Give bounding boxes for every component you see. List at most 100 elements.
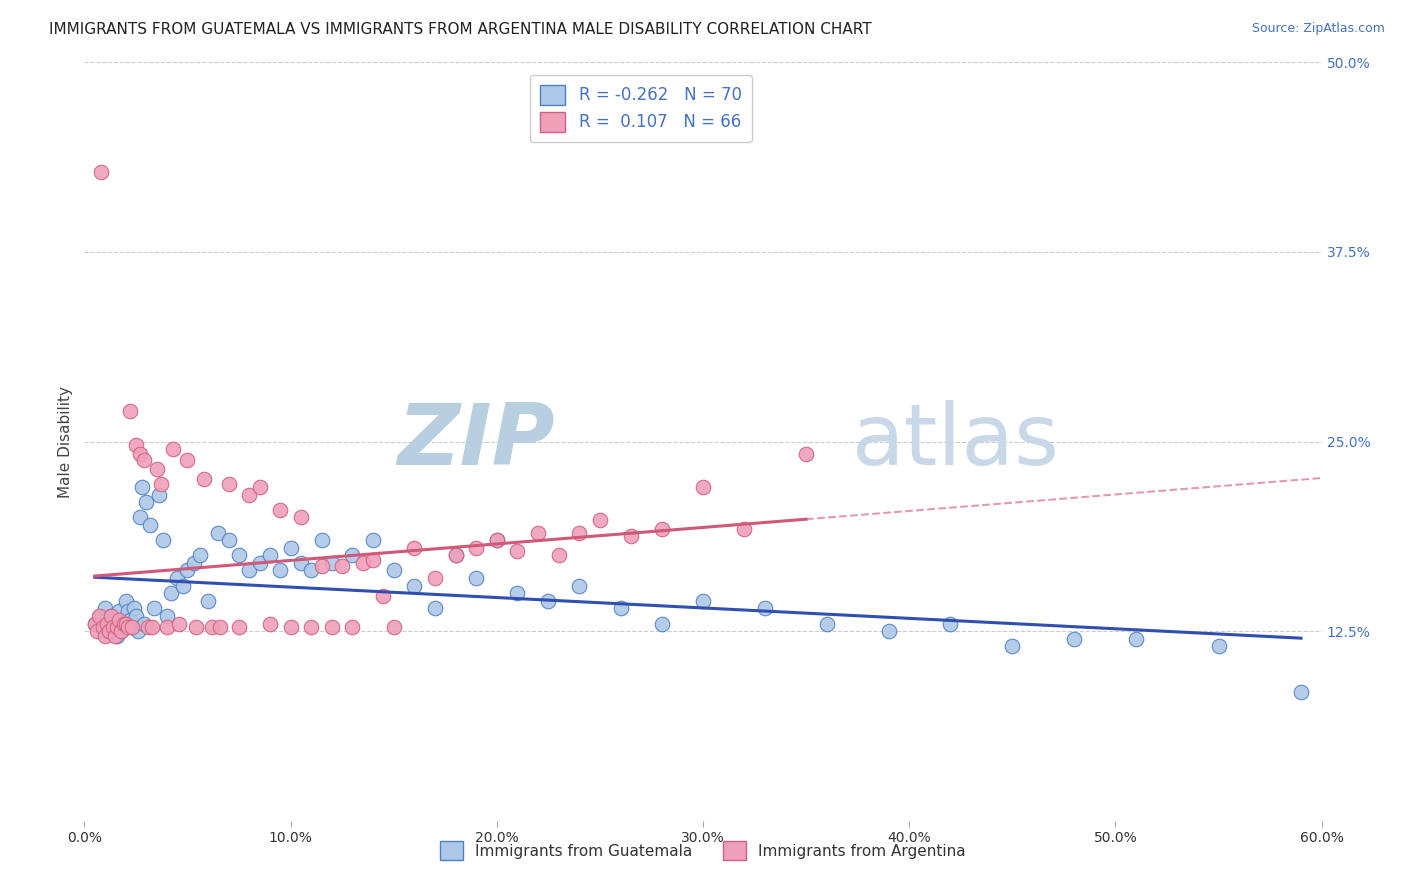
Point — [86, 624, 108, 639]
Text: IMMIGRANTS FROM GUATEMALA VS IMMIGRANTS FROM ARGENTINA MALE DISABILITY CORRELATI: IMMIGRANTS FROM GUATEMALA VS IMMIGRANTS … — [49, 22, 872, 37]
Point — [299, 619, 322, 633]
Point — [117, 619, 139, 633]
Point — [465, 541, 488, 555]
Text: Source: ZipAtlas.com: Source: ZipAtlas.com — [1251, 22, 1385, 36]
Point — [382, 564, 405, 578]
Point — [136, 619, 159, 633]
Point — [121, 619, 143, 633]
Point — [117, 604, 139, 618]
Point — [939, 616, 962, 631]
Text: ZIP: ZIP — [396, 400, 554, 483]
Y-axis label: Male Disability: Male Disability — [58, 385, 73, 498]
Point — [162, 442, 184, 457]
Point — [201, 619, 224, 633]
Point — [299, 564, 322, 578]
Point — [105, 629, 128, 643]
Point — [103, 619, 125, 633]
Legend: Immigrants from Guatemala, Immigrants from Argentina: Immigrants from Guatemala, Immigrants fr… — [434, 835, 972, 866]
Point — [110, 624, 132, 639]
Point — [330, 558, 353, 573]
Point — [141, 619, 163, 633]
Point — [193, 473, 215, 487]
Point — [135, 495, 157, 509]
Point — [382, 619, 405, 633]
Point — [90, 164, 112, 178]
Point — [609, 601, 631, 615]
Point — [118, 404, 141, 418]
Point — [134, 616, 156, 631]
Point — [1125, 632, 1147, 646]
Point — [166, 571, 188, 585]
Point — [269, 503, 291, 517]
Point — [104, 614, 127, 628]
Point — [209, 619, 232, 633]
Point — [404, 579, 426, 593]
Point — [218, 533, 240, 548]
Point — [160, 586, 183, 600]
Point — [100, 608, 122, 623]
Point — [121, 619, 143, 633]
Point — [1063, 632, 1085, 646]
Point — [118, 614, 141, 628]
Point — [110, 624, 132, 639]
Point — [506, 586, 529, 600]
Point — [134, 452, 156, 467]
Point — [692, 594, 714, 608]
Point — [259, 616, 281, 631]
Point — [167, 616, 190, 631]
Point — [1001, 639, 1024, 653]
Point — [547, 548, 569, 563]
Point — [94, 629, 117, 643]
Point — [361, 533, 384, 548]
Point — [1289, 685, 1312, 699]
Point — [311, 533, 333, 548]
Point — [485, 533, 508, 548]
Point — [83, 616, 105, 631]
Point — [342, 548, 364, 563]
Point — [108, 604, 131, 618]
Point — [100, 608, 122, 623]
Point — [87, 608, 110, 623]
Point — [465, 571, 488, 585]
Point — [98, 616, 121, 631]
Point — [112, 616, 135, 631]
Point — [176, 452, 198, 467]
Point — [485, 533, 508, 548]
Point — [127, 624, 149, 639]
Point — [877, 624, 900, 639]
Point — [188, 548, 211, 563]
Text: atlas: atlas — [852, 400, 1060, 483]
Point — [94, 601, 117, 615]
Point — [692, 480, 714, 494]
Point — [373, 589, 395, 603]
Point — [218, 477, 240, 491]
Point — [96, 624, 118, 639]
Point — [280, 619, 302, 633]
Point — [108, 614, 131, 628]
Point — [184, 619, 207, 633]
Point — [176, 564, 198, 578]
Point — [183, 556, 205, 570]
Point — [103, 619, 125, 633]
Point — [145, 462, 167, 476]
Point — [105, 619, 128, 633]
Point — [280, 541, 302, 555]
Point — [352, 556, 374, 570]
Point — [794, 447, 817, 461]
Point — [311, 558, 333, 573]
Point — [98, 624, 121, 639]
Point — [139, 517, 162, 532]
Point — [423, 571, 446, 585]
Point — [207, 525, 229, 540]
Point — [589, 513, 612, 527]
Point — [96, 616, 118, 631]
Point — [527, 525, 550, 540]
Point — [228, 619, 250, 633]
Point — [152, 533, 174, 548]
Point — [290, 510, 312, 524]
Point — [238, 487, 260, 501]
Point — [269, 564, 291, 578]
Point — [131, 480, 153, 494]
Point — [114, 594, 136, 608]
Point — [156, 608, 179, 623]
